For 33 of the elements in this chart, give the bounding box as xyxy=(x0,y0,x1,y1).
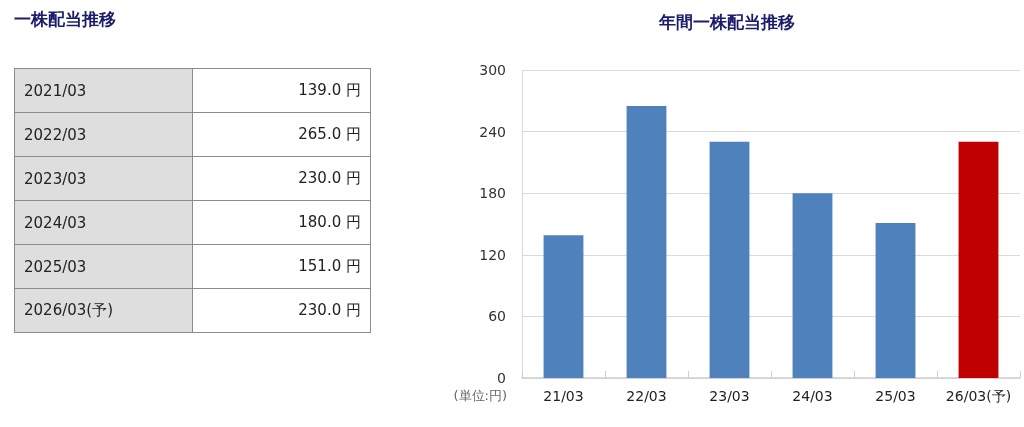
x-tick-label: 24/03 xyxy=(792,388,833,404)
category-label: 2024/03 xyxy=(14,200,193,245)
bar xyxy=(958,141,999,378)
text: 180.0 円 xyxy=(298,213,361,231)
x-tick-label: 25/03 xyxy=(875,388,916,404)
text: 230.0 円 xyxy=(298,169,361,187)
bar xyxy=(792,193,833,378)
chart-title: 年間一株配当推移 xyxy=(658,11,795,32)
y-tick-label: 120 xyxy=(479,246,506,263)
text: 一株配当推移 xyxy=(14,8,116,31)
x-tick-label: 22/03 xyxy=(626,388,667,404)
bar xyxy=(709,141,750,378)
category-label: 2022/03 xyxy=(14,112,193,157)
category-label: 2023/03 xyxy=(14,156,193,201)
category-label: 2021/03 xyxy=(14,68,193,113)
text: 230.0 円 xyxy=(298,301,361,319)
y-tick-label: 180 xyxy=(479,185,506,202)
y-tick-label: 0 xyxy=(497,370,506,386)
text: 151.0 円 xyxy=(298,257,361,275)
bar xyxy=(875,222,916,378)
x-tick-label: 21/03 xyxy=(543,388,584,404)
text: 265.0 円 xyxy=(298,125,361,143)
y-tick-label: 60 xyxy=(488,308,506,325)
y-tick-label: 240 xyxy=(479,123,506,140)
y-tick-label: 300 xyxy=(479,62,506,78)
x-tick-label: 23/03 xyxy=(709,388,750,404)
bar xyxy=(543,235,584,378)
category-label: 2025/03 xyxy=(14,244,193,289)
x-tick-label: 26/03(予) xyxy=(945,388,1012,404)
bar xyxy=(626,105,667,378)
y-axis-title: (単位:円) xyxy=(453,388,507,403)
category-label: 2026/03(予) xyxy=(14,288,193,333)
text: 139.0 円 xyxy=(298,81,361,99)
